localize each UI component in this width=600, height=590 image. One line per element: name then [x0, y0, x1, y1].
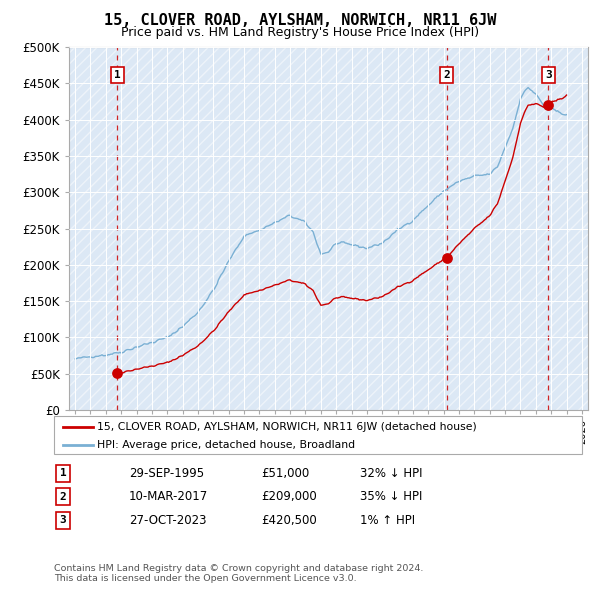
15, CLOVER ROAD, AYLSHAM, NORWICH, NR11 6JW (detached house) — [517, 120, 524, 127]
Text: £420,500: £420,500 — [261, 514, 317, 527]
Point — [442, 254, 451, 263]
HPI: Average price, detached house, Broadland: (2.02e+03, 4.44e+05): Average price, detached house, Broadland… — [524, 84, 532, 91]
Point — [544, 100, 553, 110]
HPI: Average price, detached house, Broadland: (2e+03, 7.86e+04): Average price, detached house, Broadland… — [115, 349, 122, 356]
Text: HPI: Average price, detached house, Broadland: HPI: Average price, detached house, Broa… — [97, 440, 355, 450]
HPI: Average price, detached house, Broadland: (1.99e+03, 7.04e+04): Average price, detached house, Broadland… — [71, 355, 79, 362]
Text: 35% ↓ HPI: 35% ↓ HPI — [360, 490, 422, 503]
Text: 1: 1 — [114, 70, 121, 80]
Text: 2: 2 — [59, 492, 67, 502]
Text: 1: 1 — [59, 468, 67, 478]
Text: 1% ↑ HPI: 1% ↑ HPI — [360, 514, 415, 527]
HPI: Average price, detached house, Broadland: (2.01e+03, 2.6e+05): Average price, detached house, Broadland… — [274, 218, 281, 225]
Text: 3: 3 — [59, 516, 67, 525]
15, CLOVER ROAD, AYLSHAM, NORWICH, NR11 6JW (detached house) — [118, 370, 125, 377]
15, CLOVER ROAD, AYLSHAM, NORWICH, NR11 6JW (detached house) — [328, 298, 335, 305]
15, CLOVER ROAD, AYLSHAM, NORWICH, NR11 6JW (detached house) — [563, 91, 570, 99]
HPI: Average price, detached house, Broadland: (2.02e+03, 4.07e+05): Average price, detached house, Broadland… — [563, 111, 570, 118]
Text: Contains HM Land Registry data © Crown copyright and database right 2024.
This d: Contains HM Land Registry data © Crown c… — [54, 563, 424, 583]
15, CLOVER ROAD, AYLSHAM, NORWICH, NR11 6JW (detached house) — [494, 201, 501, 208]
Point — [113, 368, 122, 378]
Text: 29-SEP-1995: 29-SEP-1995 — [129, 467, 204, 480]
Text: 15, CLOVER ROAD, AYLSHAM, NORWICH, NR11 6JW: 15, CLOVER ROAD, AYLSHAM, NORWICH, NR11 … — [104, 13, 496, 28]
Text: 3: 3 — [545, 70, 552, 80]
Text: 32% ↓ HPI: 32% ↓ HPI — [360, 467, 422, 480]
HPI: Average price, detached house, Broadland: (1.99e+03, 7.28e+04): Average price, detached house, Broadland… — [83, 353, 90, 360]
HPI: Average price, detached house, Broadland: (2.01e+03, 2.51e+05): Average price, detached house, Broadland… — [398, 224, 405, 231]
Text: 15, CLOVER ROAD, AYLSHAM, NORWICH, NR11 6JW (detached house): 15, CLOVER ROAD, AYLSHAM, NORWICH, NR11 … — [97, 422, 477, 432]
Text: £51,000: £51,000 — [261, 467, 309, 480]
Text: Price paid vs. HM Land Registry's House Price Index (HPI): Price paid vs. HM Land Registry's House … — [121, 26, 479, 39]
15, CLOVER ROAD, AYLSHAM, NORWICH, NR11 6JW (detached house) — [115, 369, 122, 376]
Line: 15, CLOVER ROAD, AYLSHAM, NORWICH, NR11 6JW (detached house): 15, CLOVER ROAD, AYLSHAM, NORWICH, NR11 … — [119, 95, 566, 373]
15, CLOVER ROAD, AYLSHAM, NORWICH, NR11 6JW (detached house) — [295, 279, 302, 286]
Text: 27-OCT-2023: 27-OCT-2023 — [129, 514, 206, 527]
Line: HPI: Average price, detached house, Broadland: HPI: Average price, detached house, Broa… — [75, 87, 566, 359]
Text: £209,000: £209,000 — [261, 490, 317, 503]
Text: 2: 2 — [443, 70, 450, 80]
HPI: Average price, detached house, Broadland: (2.01e+03, 2.28e+05): Average price, detached house, Broadland… — [331, 241, 338, 248]
15, CLOVER ROAD, AYLSHAM, NORWICH, NR11 6JW (detached house) — [326, 299, 334, 306]
HPI: Average price, detached house, Broadland: (2.02e+03, 2.67e+05): Average price, detached house, Broadland… — [413, 213, 421, 220]
Text: 10-MAR-2017: 10-MAR-2017 — [129, 490, 208, 503]
15, CLOVER ROAD, AYLSHAM, NORWICH, NR11 6JW (detached house) — [344, 294, 351, 301]
